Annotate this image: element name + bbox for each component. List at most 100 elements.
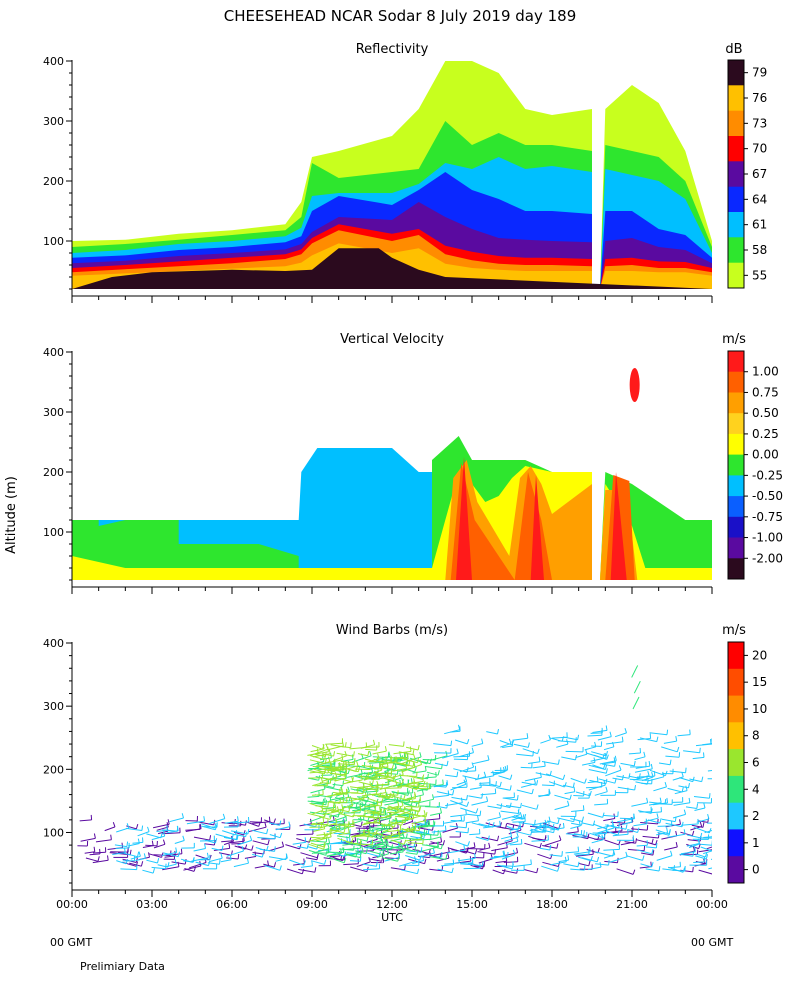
wind-barb xyxy=(315,836,332,842)
wind-barb xyxy=(575,853,590,856)
wind-barb-flag xyxy=(583,830,585,836)
wind-barb-flag xyxy=(182,835,185,841)
wind-barb xyxy=(383,805,399,811)
wind-barb xyxy=(500,835,512,840)
wind-barb-flag xyxy=(141,825,144,831)
wind-barb-flag xyxy=(699,747,701,753)
wind-barb-flag xyxy=(531,788,534,794)
colorbar-swatch xyxy=(728,454,744,476)
wind-barb-flag xyxy=(481,738,484,744)
wind-barb-flag xyxy=(651,862,654,868)
wind-barb-flag xyxy=(566,739,569,745)
wind-barb xyxy=(689,778,702,783)
wind-barb-flag xyxy=(395,817,399,823)
wind-barb-flag xyxy=(366,796,370,802)
wind-barb-flag xyxy=(650,763,653,770)
wind-barb xyxy=(672,776,684,781)
wind-barb xyxy=(678,785,689,789)
wind-barb xyxy=(389,837,405,842)
wind-barb-flag xyxy=(561,851,563,857)
wind-barb-flag xyxy=(702,822,705,828)
wind-barb-flag xyxy=(356,838,359,844)
wind-barb xyxy=(340,760,355,764)
colorbar-swatch xyxy=(728,496,744,518)
wind-barb xyxy=(329,816,346,823)
wind-barb xyxy=(268,846,284,852)
wind-barb xyxy=(384,801,399,806)
wind-barb xyxy=(680,831,693,837)
wind-barb-flag xyxy=(587,833,590,839)
wind-barb xyxy=(442,827,458,833)
wind-barb xyxy=(392,768,407,772)
wind-barb-flag xyxy=(320,777,324,784)
wind-barb-flag xyxy=(381,839,384,845)
wind-barb xyxy=(558,859,569,863)
wind-barb-flag xyxy=(370,839,372,845)
wind-barb xyxy=(662,868,674,871)
wind-barb-flag xyxy=(397,828,400,834)
wind-barb-flag xyxy=(220,853,223,859)
wind-barb-flag xyxy=(603,763,606,769)
wind-barb xyxy=(344,847,361,851)
wind-barb xyxy=(385,810,402,818)
wind-barb-flag xyxy=(343,827,346,833)
colorbar-label: 58 xyxy=(752,243,767,257)
colorbar-label: 10 xyxy=(752,702,767,716)
wind-barb-flag xyxy=(392,775,395,781)
wind-barb xyxy=(321,753,334,757)
wind-barb-flag xyxy=(418,825,421,832)
wind-barb-flag xyxy=(685,785,688,791)
wind-barb xyxy=(452,786,468,789)
wind-barb-flag xyxy=(419,759,423,765)
wind-barb xyxy=(437,868,453,874)
wind-barb-flag xyxy=(544,761,546,767)
wind-barb xyxy=(686,843,700,847)
wind-barb-flag xyxy=(376,861,378,867)
wind-barb xyxy=(656,855,673,861)
wind-barb-flag xyxy=(395,756,398,762)
wind-barb xyxy=(598,778,616,784)
wind-barb-flag xyxy=(125,858,129,864)
wind-barb xyxy=(195,861,209,867)
wind-barb-flag xyxy=(707,813,710,820)
wind-barb xyxy=(185,828,202,832)
wind-barb xyxy=(296,833,314,836)
wind-barb xyxy=(550,861,567,866)
wind-barb xyxy=(292,841,306,845)
wind-barb xyxy=(300,852,318,859)
wind-barb xyxy=(398,829,414,836)
wind-barb-flag xyxy=(206,852,209,858)
wind-barb-flag xyxy=(214,838,218,844)
wind-barb-flag xyxy=(516,836,519,842)
wind-barb-flag xyxy=(323,844,326,850)
wind-barb xyxy=(387,829,401,833)
wind-barb-flag xyxy=(665,770,668,776)
wind-barb xyxy=(636,849,652,855)
wind-barb xyxy=(548,781,565,788)
wind-barb-flag xyxy=(166,825,168,831)
wind-barb xyxy=(412,770,427,774)
wind-barb xyxy=(263,863,275,868)
wind-barb xyxy=(497,840,513,846)
wind-barb xyxy=(201,825,216,831)
wind-barb-flag xyxy=(527,742,530,748)
wind-barb-flag xyxy=(330,828,332,834)
wind-barb-flag xyxy=(676,746,680,752)
colorbar-swatch xyxy=(728,212,744,238)
wind-barb xyxy=(606,830,619,836)
wind-barb xyxy=(575,753,588,759)
wind-barb xyxy=(393,756,409,762)
wind-barb xyxy=(631,802,648,807)
wind-barb-flag xyxy=(669,759,672,765)
wind-barb-flag xyxy=(322,817,325,823)
wind-barb xyxy=(582,822,594,826)
wind-barb xyxy=(638,810,652,814)
wind-barb xyxy=(422,844,438,847)
wind-barb xyxy=(338,832,350,836)
wind-barb xyxy=(365,821,377,824)
wind-barb-flag xyxy=(451,867,454,873)
colorbar-swatch xyxy=(728,237,744,264)
wind-barb-flag xyxy=(631,816,634,823)
wind-barb xyxy=(421,846,439,852)
wind-barb xyxy=(363,785,379,792)
